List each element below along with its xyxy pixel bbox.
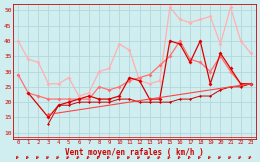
X-axis label: Vent moyen/en rafales ( km/h ): Vent moyen/en rafales ( km/h ) [65, 148, 204, 157]
